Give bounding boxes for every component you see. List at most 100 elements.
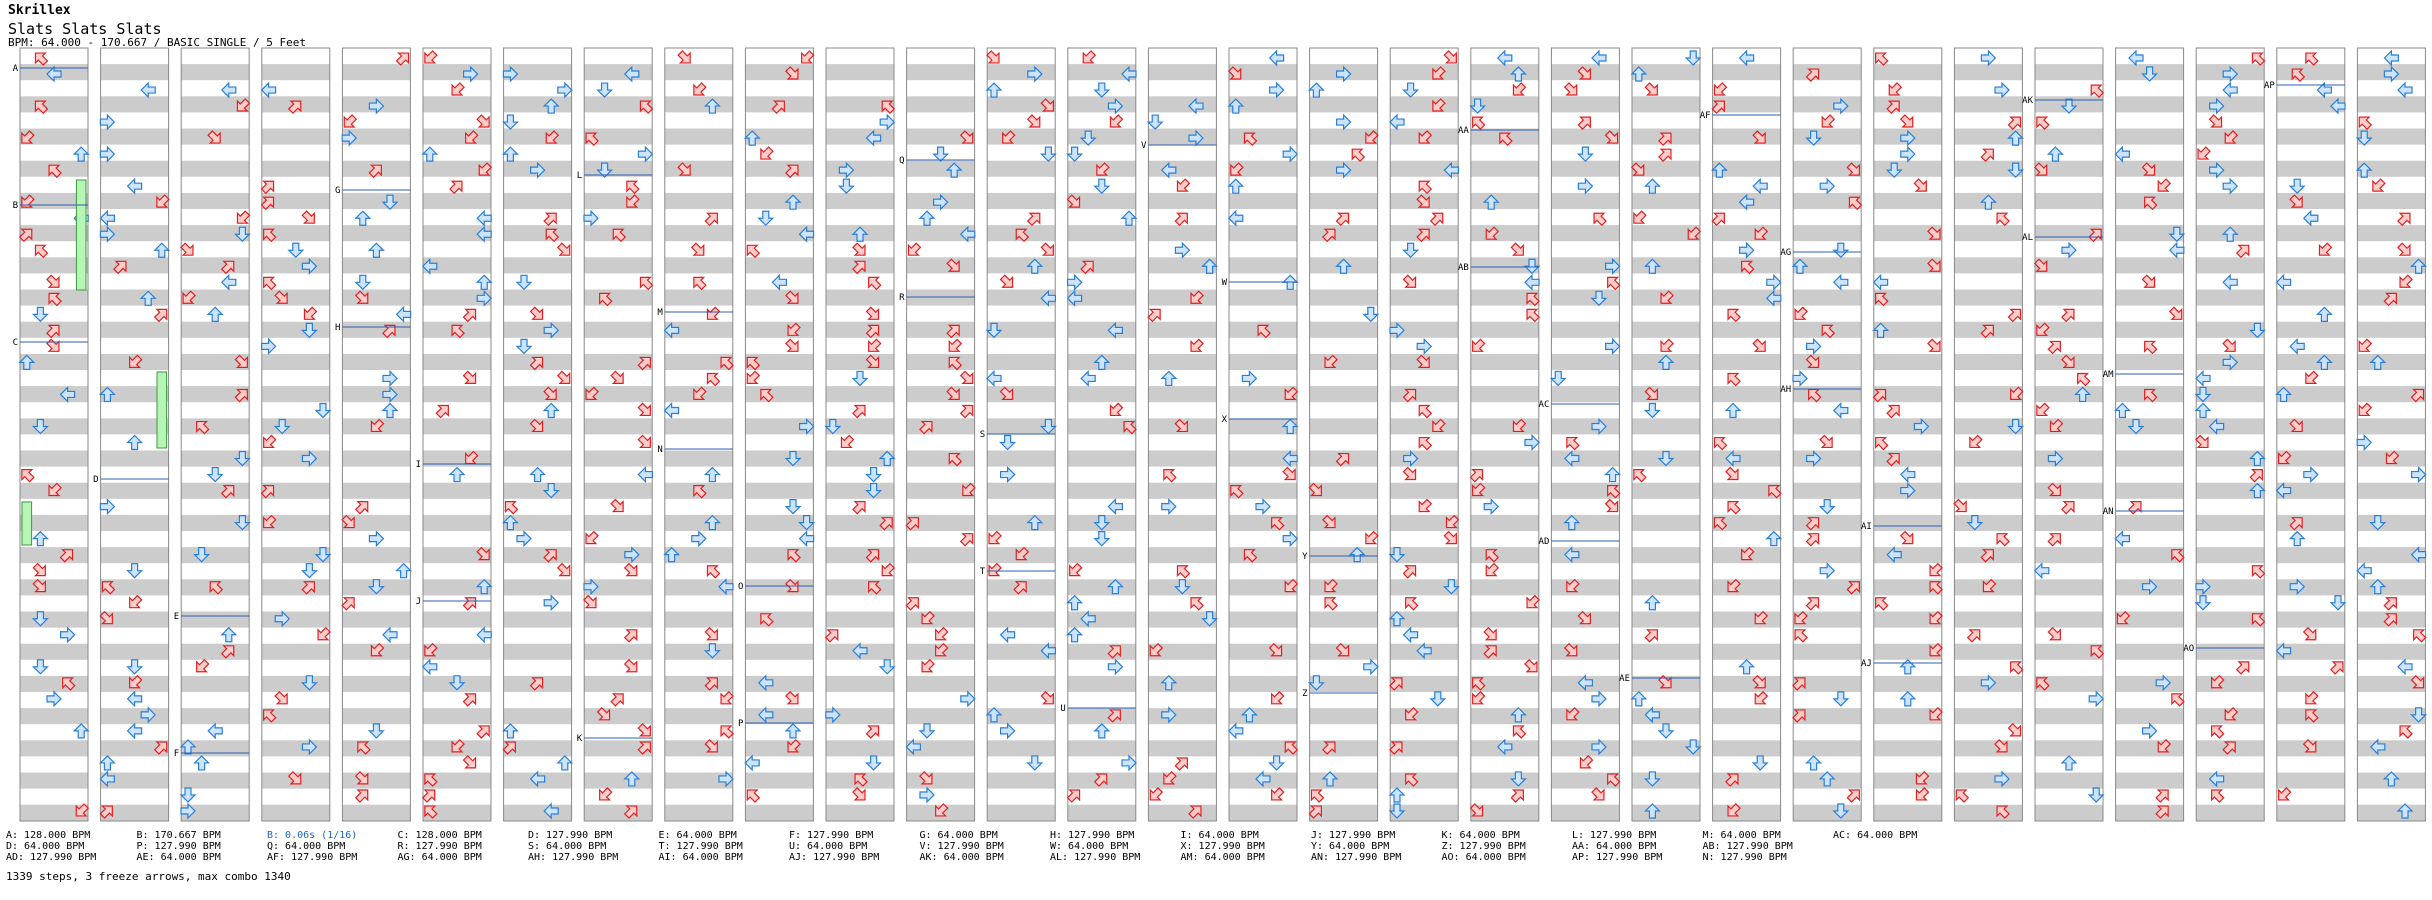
step-arrow <box>1821 324 1836 339</box>
step-arrow <box>1591 787 1605 801</box>
beat-stripe <box>423 353 491 370</box>
beat-stripe <box>2276 257 2345 274</box>
step-arrow <box>583 594 597 609</box>
step-arrow <box>314 402 332 419</box>
step-arrow <box>623 629 638 643</box>
step-arrow <box>1040 98 1054 112</box>
step-arrow <box>1176 178 1191 192</box>
step-arrow <box>881 562 896 577</box>
beat-stripe <box>2035 675 2103 692</box>
step-arrow <box>72 723 90 739</box>
step-arrow <box>2127 418 2145 435</box>
step-arrow <box>32 578 46 593</box>
beat-stripe <box>503 740 572 757</box>
beat-stripe <box>2115 353 2184 370</box>
beat-stripe <box>1470 708 1539 725</box>
step-arrow <box>2010 386 2024 400</box>
beat-stripe <box>1148 321 1217 338</box>
beat-stripe <box>1229 128 1297 145</box>
step-arrow <box>99 805 113 819</box>
step-arrow <box>2194 386 2212 403</box>
legend-entry: P: 127.990 BPM <box>136 841 221 852</box>
beat-stripe <box>2196 804 2265 821</box>
beat-stripe <box>1551 257 1620 274</box>
step-arrow <box>314 547 332 563</box>
step-arrow <box>2369 578 2387 595</box>
step-arrow <box>637 741 651 755</box>
step-arrow <box>1257 324 1271 339</box>
step-arrow <box>1335 113 1352 131</box>
step-arrow <box>451 738 465 753</box>
step-arrow <box>1846 789 1860 803</box>
beat-stripe <box>261 740 330 757</box>
beat-stripe <box>1712 611 1781 628</box>
beat-stripe <box>2115 740 2184 757</box>
step-arrow <box>448 675 466 691</box>
step-arrow <box>1899 114 1914 128</box>
step-arrow <box>153 242 171 258</box>
beat-stripe <box>906 450 975 467</box>
beat-stripe <box>2357 192 2426 209</box>
step-arrow <box>1499 132 1513 147</box>
beat-stripe <box>826 547 894 564</box>
beat-stripe <box>1067 740 1136 757</box>
step-arrow <box>1711 100 1725 114</box>
step-arrow <box>300 563 318 579</box>
step-arrow <box>1979 194 1997 210</box>
step-arrow <box>1966 515 1984 531</box>
step-arrow <box>1227 722 1244 740</box>
bpm-marker-label: O <box>738 582 743 592</box>
beat-stripe <box>745 289 814 306</box>
step-arrow <box>2369 738 2386 756</box>
step-arrow <box>2155 805 2169 819</box>
beat-stripe <box>584 675 653 692</box>
step-arrow <box>424 773 438 787</box>
step-arrow <box>865 324 880 339</box>
beat-stripe <box>181 482 250 499</box>
beat-stripe <box>1390 514 1459 531</box>
step-arrow <box>354 274 372 291</box>
beat-stripe <box>2115 675 2184 692</box>
beat-stripe <box>987 192 1056 209</box>
step-arrow <box>757 210 775 227</box>
beat-stripe <box>2035 289 2103 306</box>
step-arrow <box>1268 642 1283 657</box>
step-arrow <box>2251 565 2266 579</box>
beat-stripe <box>1067 289 1136 306</box>
beat-stripe <box>20 740 88 757</box>
step-arrow <box>1980 148 1994 163</box>
beat-stripe <box>423 579 491 596</box>
step-arrow <box>1832 273 1849 291</box>
chart-column <box>1066 47 1138 822</box>
legend-entry: AP: 127.990 BPM <box>1572 852 1663 863</box>
beat-stripe <box>664 643 733 660</box>
step-arrow <box>1526 594 1540 609</box>
beat-stripe <box>664 257 733 274</box>
step-arrow <box>1563 82 1578 96</box>
beat-stripe <box>2196 257 2265 274</box>
step-arrow <box>263 276 277 291</box>
beat-stripe <box>1954 160 2023 177</box>
beat-stripe <box>1390 257 1459 274</box>
step-arrow <box>1566 706 1580 721</box>
step-arrow <box>1402 82 1420 98</box>
beat-stripe <box>745 643 814 660</box>
beat-stripe <box>664 450 733 467</box>
bpm-marker-label: AJ <box>1861 659 1872 669</box>
step-arrow <box>476 289 493 307</box>
beat-stripe <box>1873 192 1942 209</box>
step-arrow <box>1607 773 1621 787</box>
beat-stripe <box>1148 289 1217 306</box>
beat-stripe <box>181 804 250 821</box>
beat-stripe <box>2035 160 2103 177</box>
step-arrow <box>2033 562 2050 580</box>
step-arrow <box>62 677 76 691</box>
bpm-marker-label: B <box>13 201 18 211</box>
step-arrow <box>2194 595 2212 611</box>
beat-stripe <box>2357 418 2426 435</box>
step-arrow <box>1469 803 1484 817</box>
beat-stripe <box>2035 708 2103 725</box>
step-arrow <box>988 562 1002 577</box>
step-arrow <box>2047 450 2064 467</box>
beat-stripe <box>2276 96 2345 113</box>
